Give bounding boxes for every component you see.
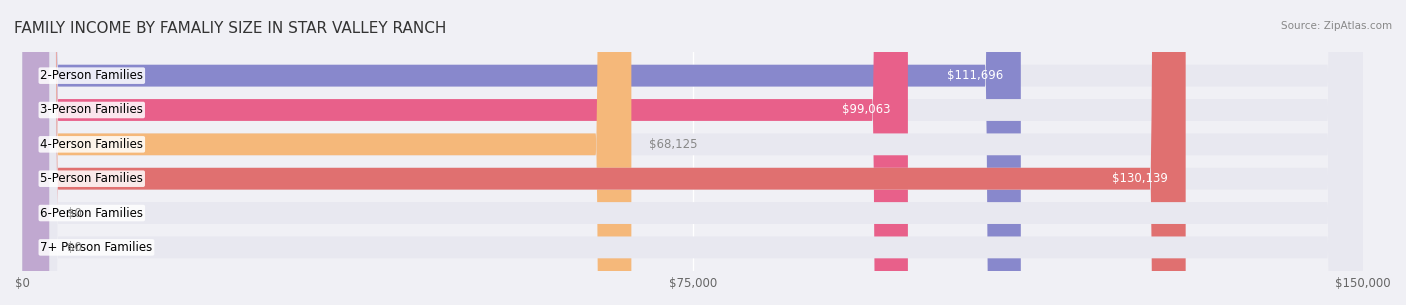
Text: FAMILY INCOME BY FAMALIY SIZE IN STAR VALLEY RANCH: FAMILY INCOME BY FAMALIY SIZE IN STAR VA…: [14, 21, 447, 36]
FancyBboxPatch shape: [22, 0, 908, 305]
Text: $68,125: $68,125: [650, 138, 697, 151]
FancyBboxPatch shape: [22, 0, 49, 305]
FancyBboxPatch shape: [22, 0, 631, 305]
FancyBboxPatch shape: [22, 0, 1364, 305]
Text: $0: $0: [67, 241, 82, 254]
Text: $0: $0: [67, 206, 82, 220]
FancyBboxPatch shape: [22, 0, 1021, 305]
FancyBboxPatch shape: [22, 0, 1364, 305]
FancyBboxPatch shape: [22, 0, 1364, 305]
Text: 4-Person Families: 4-Person Families: [41, 138, 143, 151]
FancyBboxPatch shape: [22, 0, 49, 305]
FancyBboxPatch shape: [22, 0, 1364, 305]
FancyBboxPatch shape: [22, 0, 1185, 305]
Text: Source: ZipAtlas.com: Source: ZipAtlas.com: [1281, 21, 1392, 31]
Text: $111,696: $111,696: [946, 69, 1002, 82]
Text: $130,139: $130,139: [1112, 172, 1168, 185]
Text: 5-Person Families: 5-Person Families: [41, 172, 143, 185]
Text: 3-Person Families: 3-Person Families: [41, 103, 143, 117]
Text: 2-Person Families: 2-Person Families: [41, 69, 143, 82]
FancyBboxPatch shape: [22, 0, 1364, 305]
Text: 6-Person Families: 6-Person Families: [41, 206, 143, 220]
Text: $99,063: $99,063: [842, 103, 890, 117]
FancyBboxPatch shape: [22, 0, 1364, 305]
Text: 7+ Person Families: 7+ Person Families: [41, 241, 153, 254]
